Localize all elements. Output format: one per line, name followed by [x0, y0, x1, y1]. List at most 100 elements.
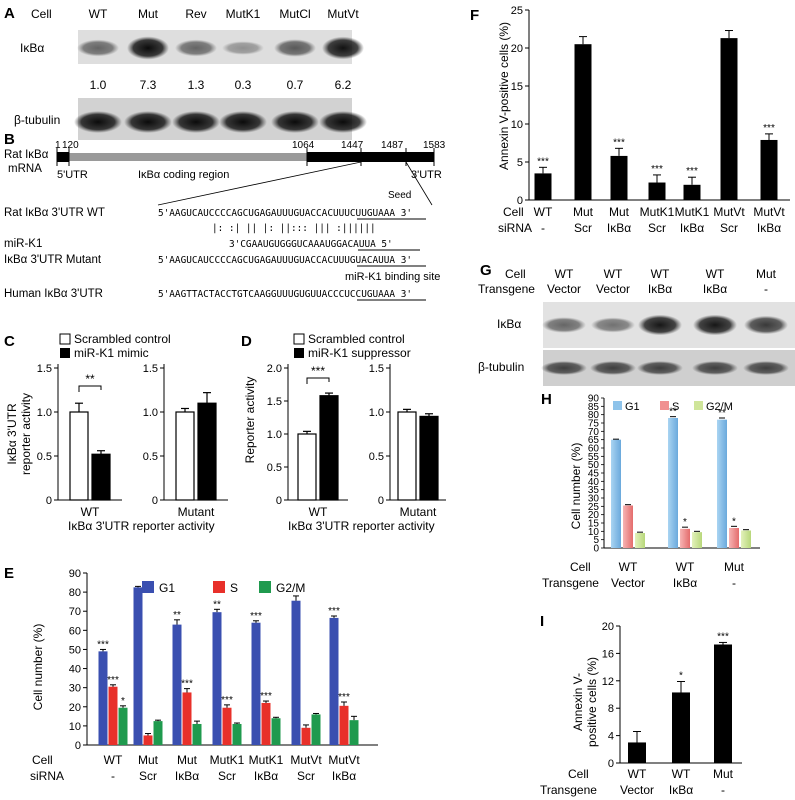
panel-b-mrna-label-2: mRNA	[8, 163, 42, 175]
panel-c: C Scrambled control miR-K1 mimic IκBα 3'…	[4, 332, 228, 533]
panel-f-tick-0: 0	[517, 195, 523, 207]
panel-g-tubulin-band-4	[743, 361, 789, 375]
panel-c-left-sig: **	[85, 372, 95, 386]
panel-a-value-4: 0.7	[287, 78, 304, 92]
panel-d-ylabel: Reporter activity	[243, 377, 257, 464]
panel-c-legend-1: miR-K1 mimic	[74, 346, 149, 360]
panel-f-cell-5: MutVt	[713, 205, 745, 219]
panel-a: A Cell WT Mut Rev MutK1 MutCl MutVt IκBα 1.0 7…	[4, 5, 367, 133]
panel-d-right-bar-1	[419, 415, 439, 501]
panel-e-sig-4-0: ***	[250, 611, 262, 622]
panel-f-sirna-2: IκBα	[607, 221, 631, 235]
panel-e-bar-5-2	[311, 714, 321, 745]
panel-h-bar-1-1	[680, 528, 690, 548]
panel-f-tick-3: 15	[511, 81, 523, 93]
panel-e-tick-4: 40	[69, 664, 81, 676]
panel-h-tick-17: 85	[588, 402, 600, 413]
panel-c-right-tick-1: 0.5	[143, 451, 158, 463]
panel-e-bar-2-0	[172, 624, 182, 745]
panel-g-row1-label: Cell	[505, 267, 526, 281]
panel-f-tick-2: 10	[511, 119, 523, 131]
panel-c-right-tick-2: 1.0	[143, 407, 158, 419]
panel-h-tick-18: 90	[588, 394, 600, 405]
label-5utr: 5'UTR	[57, 169, 88, 181]
panel-b-row-label-3: IκBα 3'UTR Mutant	[4, 254, 102, 266]
panel-f-sirna-3: Scr	[648, 221, 666, 235]
panel-b-sequences: Rat IκBα 3'UTR WT 5'AAGUCAUCCCCAGCUGAGAUU…	[4, 207, 440, 301]
panel-h-sig-2-0: **	[718, 408, 726, 419]
panel-f-cell-3: MutK1	[640, 205, 675, 219]
panel-c-right-bar-1	[197, 402, 217, 501]
panel-b-row-label-5: Human IκBα 3'UTR	[4, 288, 103, 300]
panel-f-tick-1: 5	[517, 157, 523, 169]
panel-e-bar-6-0	[329, 617, 339, 745]
panel-d-right-tick-0: 0	[378, 495, 384, 507]
panel-a-value-0: 1.0	[90, 78, 107, 92]
panel-h-bar-1-2	[692, 532, 702, 548]
panel-a-lane-labels: WT Mut Rev MutK1 MutCl MutVt	[89, 7, 360, 21]
panel-i-bar-1	[672, 692, 690, 763]
panel-d-left-bar-0	[297, 433, 317, 501]
panel-g-cell-0: WT	[555, 267, 574, 281]
panel-d-left-group-label: WT	[309, 505, 328, 519]
panel-g-ikba-band-3	[693, 314, 737, 336]
panel-h-tick-0: 0	[593, 544, 599, 555]
panel-d: D Scrambled control miR-K1 suppressor Re…	[241, 332, 446, 533]
panel-e-sirna-4: IκBα	[254, 769, 278, 783]
panel-f-sig-3: ***	[651, 164, 663, 175]
panel-h-tick-2: 10	[588, 527, 600, 538]
panel-letter-a: A	[4, 5, 15, 22]
panel-b-mrna-label-1: Rat IκBα	[4, 149, 49, 161]
panel-h-bar-2-2	[741, 530, 751, 548]
panel-a-tubulin-band-3	[219, 111, 267, 133]
mrna-coding-segment	[69, 153, 307, 161]
panel-g-tubulin-band-2	[637, 361, 683, 375]
panel-g-transgene-1: Vector	[596, 282, 630, 296]
panel-d-left-tick-4: 2.0	[267, 363, 282, 375]
panel-d-right-tick-1: 0.5	[369, 451, 384, 463]
panel-e-bar-0-2	[118, 707, 128, 745]
panel-e-sirna-6: IκBα	[332, 769, 356, 783]
panel-g-bands	[541, 314, 789, 375]
panel-c-left-tick-3: 1.5	[37, 363, 52, 375]
panel-a-ikba-band-5	[322, 36, 364, 60]
panel-b-row-seq-0: 5'AAGUCAUCCCCAGCUGAGAUUUGUACCACUUUCUUGUA…	[158, 208, 412, 219]
panel-e-bar-2-1	[182, 692, 192, 745]
panel-f-sig-0: ***	[537, 156, 549, 167]
panel-d-legend-1: miR-K1 suppressor	[308, 346, 411, 360]
panel-h-tick-12: 60	[588, 444, 600, 455]
panel-i-bar-0	[628, 742, 646, 763]
panel-a-ikba-band-3	[222, 41, 264, 55]
panel-f-row1-label: Cell	[503, 205, 524, 219]
panel-g-tubulin-band-1	[590, 361, 636, 375]
panel-e-bar-2-2	[192, 723, 202, 745]
panel-a-cell-label: Cell	[31, 7, 52, 21]
panel-c-left-group-label: WT	[81, 505, 100, 519]
panel-f-chart: 0 5 10 15 20 25 *** WT - Mut Scr *** Mut IκBα *** MutK1…	[511, 5, 790, 235]
panel-a-tubulin-bands	[74, 111, 367, 133]
panel-g-row2-label: Transgene	[478, 282, 535, 296]
panel-f-cell-2: Mut	[609, 205, 630, 219]
panel-h-tick-5: 25	[588, 502, 600, 513]
panel-e-cell-4: MutK1	[249, 753, 284, 767]
panel-f-cell-1: Mut	[573, 205, 594, 219]
panel-b-row-seq-1: |: :| || |: ||::: ||| :||||||	[212, 223, 376, 234]
panel-i-transgene-0: Vector	[620, 783, 654, 797]
panel-d-right-group-label: Mutant	[400, 505, 437, 519]
panel-e-sig-2-1: ***	[181, 679, 193, 690]
panel-h-tick-3: 15	[588, 519, 600, 530]
panel-e-tick-5: 50	[69, 644, 81, 656]
panel-g-tubulin-band-0	[541, 361, 587, 375]
panel-i-row2-label: Transgene	[540, 783, 597, 797]
panel-c-charts: 0 0.5 1.0 1.5 WT ** 0 0.5 1.0 1.5 Mutant	[37, 363, 228, 519]
panel-f-sig-2: ***	[613, 137, 625, 148]
label-3utr: 3'UTR	[411, 169, 442, 181]
panel-e-sirna-3: Scr	[218, 769, 236, 783]
panel-letter-c: C	[4, 333, 15, 350]
panel-i: I Annexin V- positive cells (%) 0 4 8 12 16 2…	[540, 613, 742, 797]
panel-f-row2-label: siRNA	[498, 221, 532, 235]
panel-d-right-tick-2: 1.0	[369, 407, 384, 419]
panel-i-ylabel-2: positive cells (%)	[585, 657, 599, 747]
panel-h-legend-swatch-2	[694, 401, 703, 410]
